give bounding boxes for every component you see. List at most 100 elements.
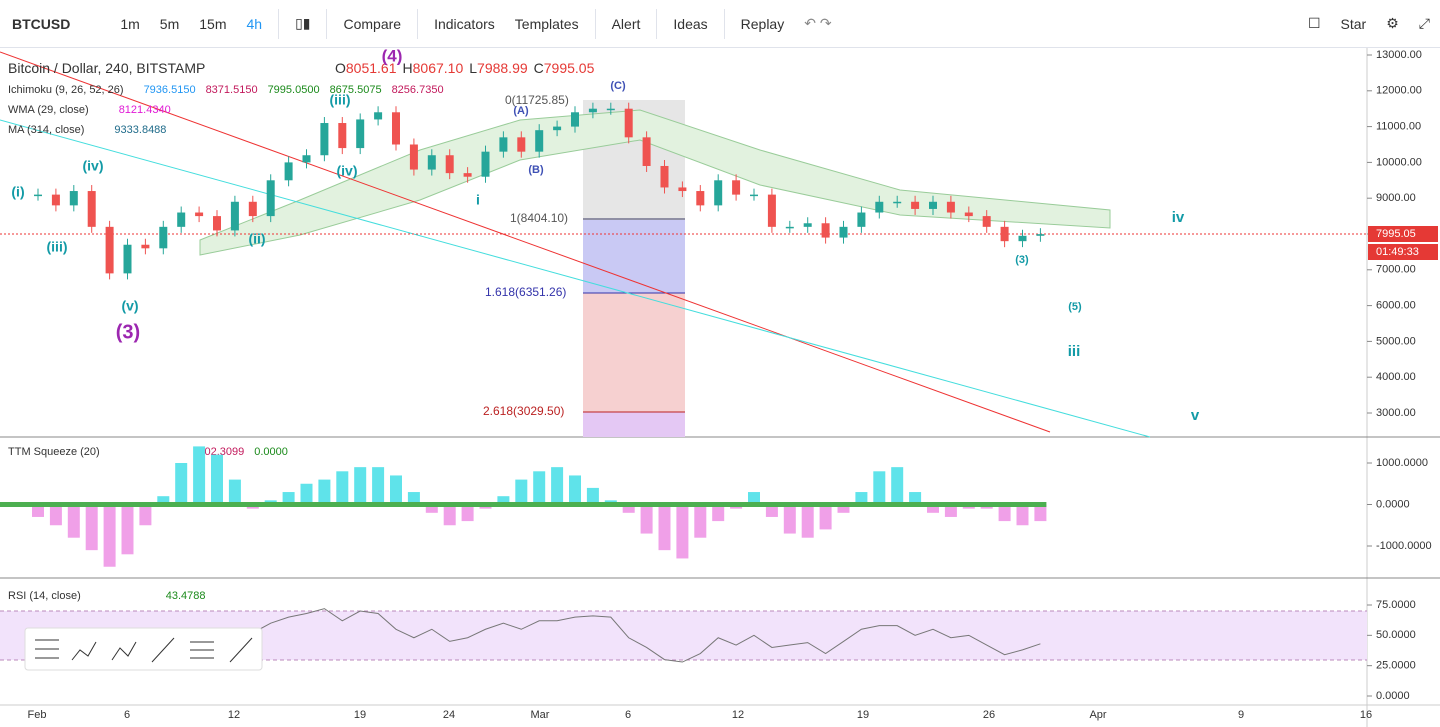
wave-label: v (1191, 407, 1200, 424)
candle (857, 212, 866, 227)
value: 7995.0500 (268, 84, 320, 96)
button[interactable]: Compare (343, 15, 402, 32)
x-tick-label: 9 (1238, 709, 1244, 721)
layout-toggle[interactable]: ☐ (1307, 15, 1321, 31)
ichimoku-cloud (199, 109, 1111, 256)
button[interactable]: Ideas (673, 15, 708, 32)
x-tick-label: Apr (1089, 709, 1106, 721)
y-tick-label: -1000.0000 (1376, 540, 1432, 552)
candle (606, 108, 615, 111)
histogram-bar (927, 504, 939, 513)
tool-icon[interactable] (229, 637, 253, 663)
wave-label: (3) (116, 321, 140, 343)
histogram-bar (909, 492, 922, 505)
last-price: 7995.05 (1376, 228, 1416, 240)
button[interactable]: Replay (740, 15, 785, 32)
undo[interactable]: ↶ ↷ (804, 15, 832, 31)
histogram-bar (32, 504, 44, 517)
candle (642, 137, 651, 166)
candle (69, 191, 78, 206)
name: MA (314, close) (8, 124, 84, 136)
interval[interactable]: 5m (159, 15, 180, 32)
histogram-bar (407, 492, 420, 505)
candle (34, 194, 42, 197)
candle (660, 165, 669, 188)
histogram-bar (676, 504, 689, 559)
button[interactable]: Templates (514, 15, 579, 32)
histogram-bar (640, 504, 653, 534)
x-tick-label: 26 (983, 709, 995, 721)
interval[interactable]: 4h (246, 15, 263, 32)
ohlc-value: 7995.05 (544, 60, 595, 76)
histogram-bar (801, 504, 814, 538)
candle (356, 119, 365, 149)
chart-style[interactable]: ▯▮ (295, 15, 311, 31)
value: 43.4788 (166, 590, 206, 602)
candle (195, 212, 204, 217)
ohlc-key: H (403, 60, 413, 76)
symbol[interactable]: BTCUSD (12, 15, 71, 32)
candle (499, 137, 508, 152)
histogram-bar (765, 504, 778, 517)
toolbar: BTCUSD 1m 5m 15m 4h ▯▮ Compare Indicator… (0, 0, 1440, 48)
histogram-bar (121, 504, 134, 555)
interval[interactable]: 15m (199, 15, 227, 32)
fib-label: 1.618(6351.26) (485, 285, 566, 299)
tool-icon[interactable] (151, 637, 175, 663)
last-price-box (1368, 226, 1438, 242)
ohlc-key: L (469, 60, 477, 76)
wave-label: (A) (513, 105, 529, 117)
histogram-bar (103, 504, 116, 567)
histogram-bar (1034, 504, 1047, 522)
countdown-box (1368, 244, 1438, 260)
indicator-legend: Ichimoku (9, 26, 52, 26) 7936.5150 8371.51… (8, 84, 444, 96)
candle (875, 201, 884, 213)
candle (732, 180, 741, 195)
histogram-bar (228, 479, 241, 505)
y-tick-label: 3000.00 (1376, 407, 1416, 419)
rsi-legend: RSI (14, close) 43.4788 (8, 590, 206, 602)
value: -402.3099 (195, 446, 245, 458)
candle (946, 201, 955, 213)
x-tick-label: 12 (732, 709, 744, 721)
candle (624, 108, 633, 138)
value: 9333.8488 (114, 124, 166, 136)
fullscreen[interactable]: ⤢ (1418, 15, 1430, 31)
histogram-bar (622, 504, 635, 513)
histogram-bar (461, 504, 474, 522)
histogram-bar (425, 504, 438, 513)
name: WMA (29, close) (8, 104, 89, 116)
histogram-bar (175, 463, 188, 505)
interval[interactable]: 1m (120, 15, 140, 32)
button[interactable]: Indicators (434, 15, 495, 32)
y-tick-label: 50.0000 (1376, 629, 1416, 641)
tool-icon[interactable] (35, 639, 59, 659)
histogram-bar (658, 504, 671, 551)
tool-icon[interactable] (111, 641, 137, 661)
wave-label: (i) (11, 184, 24, 200)
histogram-bar (712, 504, 725, 522)
name: RSI (14, close) (8, 590, 81, 602)
candle (445, 155, 454, 174)
settings[interactable]: ⚙ (1386, 15, 1399, 31)
candle (785, 226, 794, 229)
y-tick-label: 11000.00 (1376, 121, 1421, 133)
button[interactable]: Alert (611, 15, 641, 32)
candle (463, 173, 472, 177)
histogram-bar (998, 504, 1011, 522)
ohlc-key: C (534, 60, 544, 76)
star-button[interactable]: Star (1340, 15, 1367, 32)
indicator-legend: WMA (29, close) 8121.4340 (8, 104, 171, 116)
histogram-bar (783, 504, 796, 534)
histogram-bar (49, 504, 62, 526)
value: 8256.7350 (392, 84, 444, 96)
x-tick-label: 12 (228, 709, 240, 721)
tool-icon[interactable] (71, 641, 97, 661)
countdown: 01:49:33 (1376, 246, 1419, 258)
candle (409, 144, 418, 170)
histogram-bar (193, 446, 206, 505)
tool-icon[interactable] (190, 641, 214, 659)
y-tick-label: 75.0000 (1376, 599, 1416, 611)
candle (714, 180, 723, 206)
candle (517, 137, 526, 152)
